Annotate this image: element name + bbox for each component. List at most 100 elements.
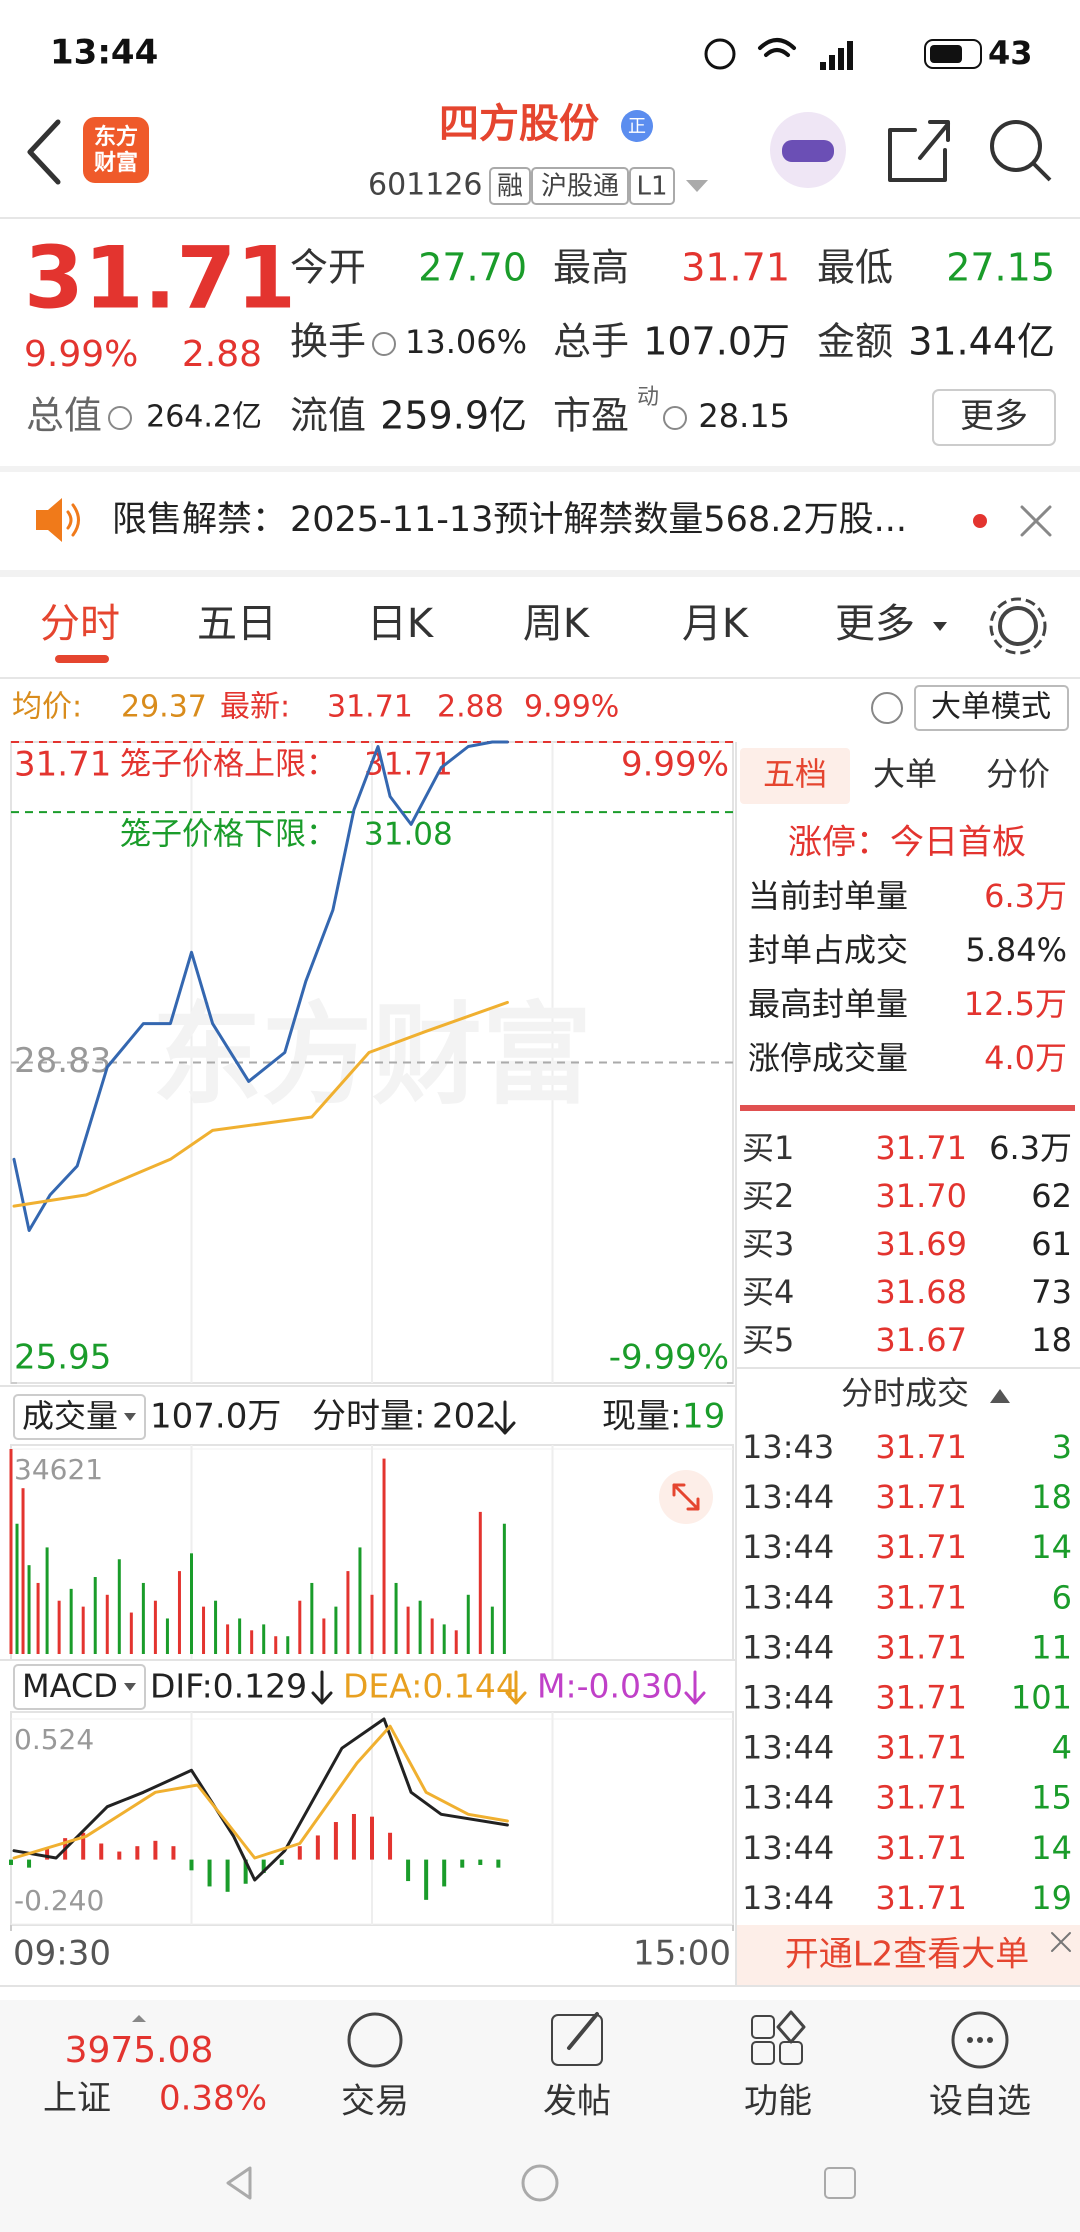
panel-tab[interactable]: 分价: [986, 755, 1050, 793]
selector-arrow: [124, 1413, 136, 1421]
nav-icon-dot: [967, 2037, 973, 2043]
y-tick-label: 0.524: [14, 1723, 94, 1756]
wifi-icon: [758, 38, 796, 57]
system-home[interactable]: [521, 2164, 559, 2202]
l2-banner[interactable]: [737, 1925, 1080, 1985]
period-tab[interactable]: 分时: [40, 601, 120, 647]
volume-bar: [9, 1449, 13, 1654]
nav-icon: [347, 2012, 403, 2068]
trade-time: 13:44: [742, 1578, 834, 1616]
volume-bar: [286, 1636, 290, 1654]
stat-value: 27.70: [418, 246, 527, 290]
y-tick-label: 34621: [14, 1453, 103, 1486]
alarm-icon: [704, 38, 736, 70]
macd-bar: [27, 1859, 32, 1868]
series-line: [12, 740, 509, 1232]
more-button[interactable]: [932, 389, 1056, 446]
settings-button[interactable]: [998, 606, 1038, 646]
seal-stat-label: 封单占成交: [748, 931, 908, 969]
macd-bar: [351, 1813, 356, 1860]
volume-bar: [298, 1600, 302, 1654]
bid-label: 买5: [742, 1321, 794, 1359]
series-line: [12, 1000, 509, 1208]
bid-price: 31.71: [875, 1129, 967, 1167]
volume-bar: [454, 1630, 458, 1654]
volume-bar: [45, 1547, 49, 1654]
mode-button[interactable]: [914, 685, 1069, 731]
code-dropdown[interactable]: [686, 180, 708, 192]
macd-bar: [99, 1843, 104, 1860]
unread-dot: [973, 514, 987, 528]
seal-stat-label: 涨停成交量: [748, 1039, 908, 1077]
panel-tab[interactable]: 大单: [873, 755, 937, 793]
search-button[interactable]: [990, 120, 1042, 172]
trade-time: 13:44: [742, 1478, 834, 1516]
trade-volume: 4: [1052, 1729, 1072, 1767]
info-icon[interactable]: [372, 332, 396, 356]
trade-price: 31.71: [875, 1779, 967, 1817]
limit-status: 涨停：今日首板: [788, 823, 1026, 863]
dif-value: DIF:0.129: [150, 1667, 307, 1706]
nav-icon: [551, 2014, 603, 2066]
trade-time: 13:44: [742, 1829, 834, 1867]
period-tab[interactable]: 日K: [367, 601, 435, 647]
stat-value: 31.71: [681, 246, 790, 290]
nav-icon: [951, 2011, 1009, 2069]
nav-label[interactable]: 设自选: [929, 2082, 1031, 2122]
app-logo: [83, 117, 149, 183]
stat-label: 最低: [817, 246, 893, 290]
trade-volume: 3: [1052, 1428, 1072, 1466]
signal-bar: [838, 48, 844, 70]
period-tab[interactable]: 月K: [682, 601, 750, 647]
nav-label[interactable]: 功能: [744, 2082, 812, 2122]
info-icon[interactable]: [663, 406, 687, 430]
bid-volume: 73: [1031, 1273, 1072, 1311]
period-tab[interactable]: 更多: [835, 601, 915, 647]
down-arrow: [505, 1670, 527, 1705]
trade-volume: 101: [1011, 1679, 1072, 1717]
nav-icon: [751, 2015, 775, 2039]
selector-box[interactable]: [13, 1664, 146, 1710]
volume-bar: [382, 1458, 386, 1654]
logo-text: 财富: [94, 150, 138, 176]
last-price: 31.71: [24, 228, 296, 328]
speaker-icon: [36, 498, 62, 542]
volume-bar: [238, 1618, 242, 1654]
battery-level-text: 43: [988, 34, 1033, 72]
search-handle: [1032, 162, 1052, 182]
stat-label: 总值: [26, 394, 102, 438]
avatar-visor: [782, 140, 834, 162]
nav-icon: [751, 2041, 775, 2065]
separator-band: [0, 570, 1080, 577]
system-back[interactable]: [226, 2166, 252, 2200]
minute-volume: 202: [432, 1397, 497, 1437]
share-button[interactable]: [888, 120, 950, 182]
period-tab[interactable]: 五日: [197, 601, 277, 647]
trade-time: 13:44: [742, 1679, 834, 1717]
macd-bar: [460, 1859, 465, 1868]
system-recents[interactable]: [824, 2167, 856, 2199]
help-button[interactable]: [871, 692, 903, 724]
macd-bar: [279, 1859, 284, 1865]
volume-bar: [334, 1606, 338, 1654]
trade-price: 31.71: [875, 1478, 967, 1516]
selector-box[interactable]: [13, 1394, 146, 1440]
info-icon[interactable]: [108, 406, 132, 430]
stat-label: 流值: [290, 394, 366, 438]
trade-volume: 18: [1031, 1478, 1072, 1516]
trade-price: 31.71: [875, 1528, 967, 1566]
volume-bar: [418, 1600, 422, 1654]
macd-bar: [315, 1835, 320, 1860]
limit-label: 笼子价格上限：: [120, 747, 337, 783]
nav-label[interactable]: 交易: [341, 2082, 409, 2122]
trade-volume: 6: [1052, 1578, 1072, 1616]
volume-bar: [478, 1511, 482, 1654]
y-tick-label: 25.95: [14, 1338, 111, 1378]
period-tab[interactable]: 周K: [523, 601, 591, 647]
logo-text: 东方: [94, 124, 138, 150]
panel-tab[interactable]: 五档: [763, 755, 827, 793]
close-notice[interactable]: [1020, 505, 1052, 537]
close-banner[interactable]: [1051, 1932, 1071, 1952]
back-button[interactable]: [27, 119, 61, 185]
nav-label[interactable]: 发帖: [543, 2082, 611, 2122]
